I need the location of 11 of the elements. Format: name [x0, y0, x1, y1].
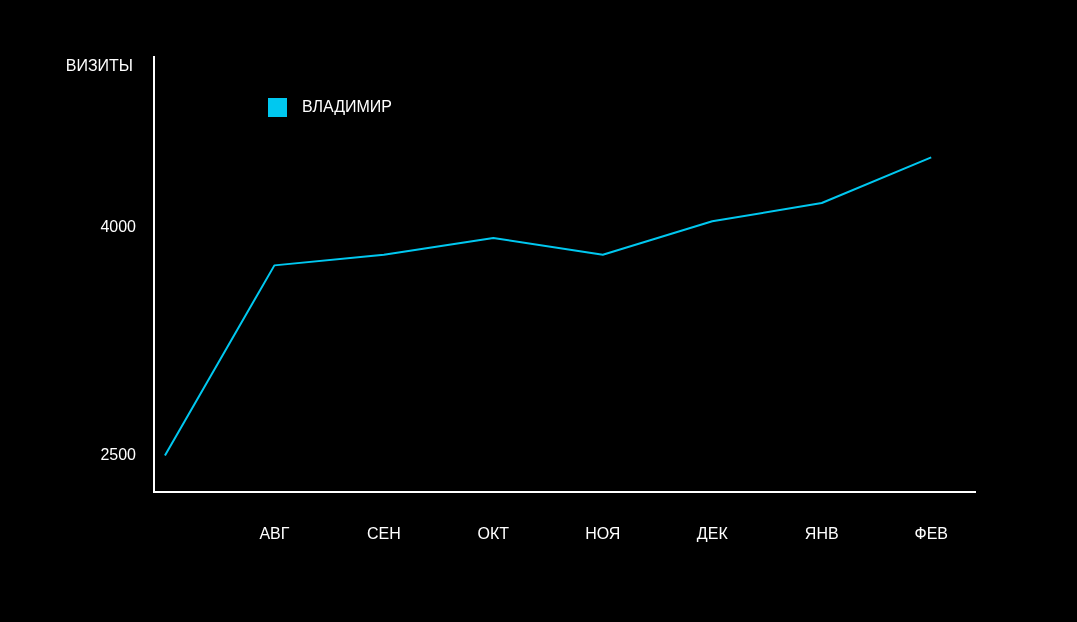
x-tick-label: ЯНВ	[804, 525, 839, 543]
x-tick-label: СЕН	[366, 525, 401, 543]
x-tick-label: ОКТ	[477, 525, 510, 543]
legend-label: ВЛАДИМИР	[302, 98, 393, 116]
x-tick-label: АВГ	[259, 525, 290, 543]
y-tick-label: 4000	[100, 217, 137, 235]
x-tick-label: НОЯ	[585, 525, 621, 543]
x-tick-label: ДЕК	[696, 525, 729, 543]
x-tick-label: ФЕВ	[914, 525, 948, 543]
y-axis-title: ВИЗИТЫ	[65, 57, 133, 75]
y-tick-label: 2500	[100, 445, 137, 463]
